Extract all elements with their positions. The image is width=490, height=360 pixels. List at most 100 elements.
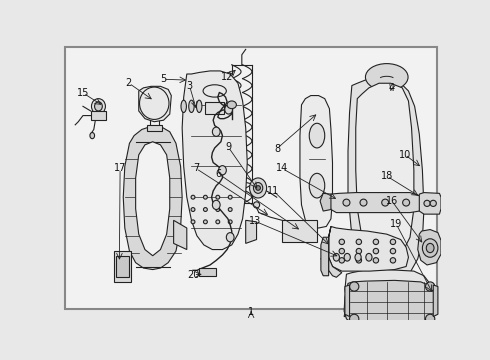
Ellipse shape bbox=[309, 173, 325, 198]
Ellipse shape bbox=[339, 239, 344, 244]
Ellipse shape bbox=[422, 239, 438, 257]
Polygon shape bbox=[345, 270, 429, 311]
Text: 8: 8 bbox=[274, 144, 280, 153]
Ellipse shape bbox=[219, 166, 226, 175]
Ellipse shape bbox=[356, 239, 362, 244]
Text: 12: 12 bbox=[221, 72, 234, 82]
Ellipse shape bbox=[426, 243, 434, 253]
Ellipse shape bbox=[181, 100, 186, 112]
Polygon shape bbox=[282, 220, 317, 242]
Ellipse shape bbox=[212, 127, 220, 136]
Ellipse shape bbox=[216, 220, 220, 224]
Ellipse shape bbox=[227, 101, 236, 109]
Text: 17: 17 bbox=[114, 163, 126, 174]
Ellipse shape bbox=[191, 195, 195, 199]
Text: 10: 10 bbox=[399, 150, 411, 159]
Ellipse shape bbox=[373, 248, 379, 254]
Polygon shape bbox=[329, 226, 409, 271]
Ellipse shape bbox=[403, 199, 410, 206]
Ellipse shape bbox=[228, 220, 232, 224]
Text: 11: 11 bbox=[267, 186, 279, 196]
Text: 9: 9 bbox=[225, 142, 231, 152]
Ellipse shape bbox=[253, 202, 260, 208]
Text: 4: 4 bbox=[389, 82, 395, 93]
Polygon shape bbox=[320, 193, 331, 211]
Polygon shape bbox=[344, 280, 437, 325]
Ellipse shape bbox=[366, 253, 372, 261]
Polygon shape bbox=[419, 193, 441, 214]
Ellipse shape bbox=[339, 248, 344, 254]
Text: 20: 20 bbox=[187, 270, 199, 280]
Polygon shape bbox=[114, 251, 131, 282]
Ellipse shape bbox=[390, 258, 395, 263]
Ellipse shape bbox=[430, 200, 437, 206]
Text: 14: 14 bbox=[276, 163, 289, 174]
Ellipse shape bbox=[349, 314, 359, 324]
Polygon shape bbox=[173, 220, 187, 249]
Text: 13: 13 bbox=[249, 216, 261, 226]
Polygon shape bbox=[356, 83, 414, 260]
Polygon shape bbox=[199, 268, 216, 276]
Polygon shape bbox=[205, 102, 224, 114]
Ellipse shape bbox=[203, 195, 207, 199]
Ellipse shape bbox=[90, 132, 95, 139]
Ellipse shape bbox=[92, 99, 105, 114]
Polygon shape bbox=[300, 95, 333, 228]
Text: 3: 3 bbox=[187, 81, 193, 91]
Polygon shape bbox=[348, 77, 424, 280]
Ellipse shape bbox=[425, 314, 435, 324]
Ellipse shape bbox=[203, 220, 207, 224]
Polygon shape bbox=[433, 285, 438, 316]
Polygon shape bbox=[329, 193, 421, 213]
Ellipse shape bbox=[349, 282, 359, 291]
Polygon shape bbox=[123, 126, 182, 270]
Ellipse shape bbox=[309, 123, 325, 148]
Polygon shape bbox=[329, 226, 342, 277]
Text: 2: 2 bbox=[126, 78, 132, 88]
Ellipse shape bbox=[189, 100, 194, 112]
Ellipse shape bbox=[203, 208, 207, 211]
Polygon shape bbox=[245, 220, 257, 243]
Ellipse shape bbox=[373, 258, 379, 263]
Ellipse shape bbox=[228, 195, 232, 199]
Polygon shape bbox=[136, 142, 170, 256]
Ellipse shape bbox=[225, 105, 233, 114]
Ellipse shape bbox=[424, 200, 430, 206]
Ellipse shape bbox=[253, 183, 263, 193]
Text: 18: 18 bbox=[381, 171, 393, 181]
Text: 6: 6 bbox=[216, 169, 222, 179]
Text: 5: 5 bbox=[160, 74, 166, 84]
Polygon shape bbox=[321, 237, 329, 276]
Ellipse shape bbox=[356, 258, 362, 263]
Ellipse shape bbox=[196, 100, 202, 112]
Text: 15: 15 bbox=[77, 88, 90, 98]
Text: 16: 16 bbox=[386, 195, 398, 206]
Ellipse shape bbox=[355, 253, 361, 261]
Polygon shape bbox=[345, 285, 349, 316]
Ellipse shape bbox=[249, 178, 267, 198]
Ellipse shape bbox=[339, 258, 344, 263]
Ellipse shape bbox=[360, 199, 367, 206]
Text: 19: 19 bbox=[390, 219, 402, 229]
Ellipse shape bbox=[390, 239, 395, 244]
Bar bbox=[147, 125, 162, 131]
Ellipse shape bbox=[216, 195, 220, 199]
Text: 7: 7 bbox=[193, 163, 199, 174]
Ellipse shape bbox=[333, 253, 340, 261]
Ellipse shape bbox=[373, 239, 379, 244]
Bar bbox=[116, 256, 129, 277]
Ellipse shape bbox=[344, 253, 350, 261]
Ellipse shape bbox=[226, 233, 234, 242]
Ellipse shape bbox=[366, 64, 408, 91]
Polygon shape bbox=[182, 71, 247, 249]
Ellipse shape bbox=[356, 248, 362, 254]
Polygon shape bbox=[139, 86, 172, 122]
Ellipse shape bbox=[212, 200, 220, 210]
Ellipse shape bbox=[191, 208, 195, 211]
Ellipse shape bbox=[425, 282, 435, 291]
Polygon shape bbox=[344, 305, 433, 316]
Polygon shape bbox=[418, 230, 441, 265]
Ellipse shape bbox=[140, 87, 169, 120]
Ellipse shape bbox=[95, 102, 102, 111]
Ellipse shape bbox=[228, 208, 232, 211]
